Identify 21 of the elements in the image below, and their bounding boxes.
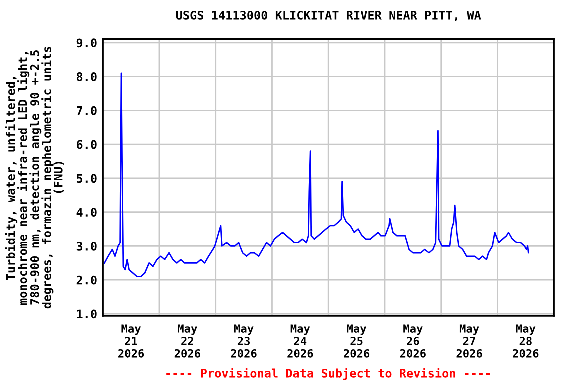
x-tick-label: May 26 2026 xyxy=(400,324,426,358)
y-tick-label: 4.0 xyxy=(76,208,97,217)
text: ---- Provisional Data Subject to Revision ---- xyxy=(166,368,490,380)
x-tick-label: May 27 2026 xyxy=(456,324,482,358)
y-tick-label: 8.0 xyxy=(76,72,97,82)
y-tick-label: 7.0 xyxy=(77,106,97,116)
x-tick-label: May 28 2026 xyxy=(513,324,539,358)
y-tick-label: 9.0 xyxy=(76,38,97,48)
chart-title: USGS 14113000 KLICKITAT RIVER NEAR PITT, WA xyxy=(176,10,482,22)
y-tick-label: 1.0 xyxy=(77,310,97,319)
x-tick-label: May 25 2026 xyxy=(344,324,370,358)
x-tick-label: May 22 2026 xyxy=(174,324,200,358)
y-axis-title: Turbidity, water, unfiltered, monochrome near infra-red LED light, 780-900 nm, detection angle 90 +-2.5 degrees, formazin nephelometric units (FNU) xyxy=(6,47,64,309)
x-tick-label: May 21 2026 xyxy=(118,324,144,358)
y-tick-label: 6.0 xyxy=(76,140,97,150)
line-series xyxy=(104,72,530,278)
y-tick-label: 3.0 xyxy=(76,242,97,251)
y-tick-label: 5.0 xyxy=(77,174,97,184)
x-tick-label: May 23 2026 xyxy=(231,324,257,358)
y-tick-label: 2.0 xyxy=(76,276,97,285)
x-tick-label: May 24 2026 xyxy=(288,324,314,358)
